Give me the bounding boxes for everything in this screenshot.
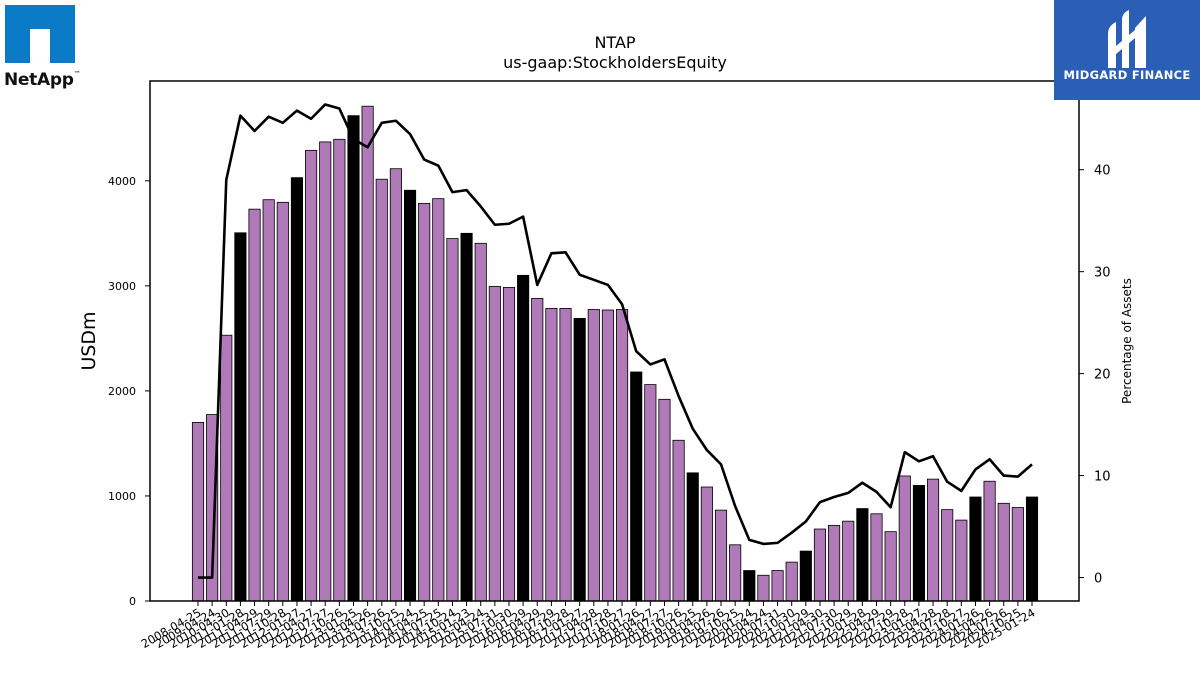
bar — [601, 309, 614, 602]
bar — [799, 550, 812, 602]
bar — [587, 309, 600, 602]
bar-series — [191, 105, 1039, 602]
bar — [884, 531, 897, 602]
bar — [418, 202, 431, 602]
bar — [488, 285, 501, 602]
bar — [446, 238, 459, 602]
chart-subtitle: us-gaap:StockholdersEquity — [503, 53, 727, 72]
bar — [432, 198, 445, 602]
bar — [502, 287, 516, 602]
y2-axis-label: Percentage of Assets — [1120, 278, 1134, 404]
bar — [672, 439, 685, 602]
y-axis-left: 0 1000 2000 3000 4000 — [108, 175, 150, 608]
bar — [842, 520, 855, 602]
bar — [856, 508, 869, 602]
bar — [983, 480, 996, 602]
netapp-logo-text: NetApp™ — [4, 70, 81, 90]
x-axis: 2008-04-252009-04-242010-04-302011-01-28… — [139, 601, 1038, 651]
y-tick-label: 1000 — [108, 490, 136, 503]
plot-frame — [149, 80, 1080, 602]
bar — [997, 502, 1010, 602]
bar — [191, 422, 205, 602]
bar — [559, 308, 572, 602]
bar — [813, 528, 827, 602]
chart-title: NTAP — [594, 33, 635, 52]
y2-tick-label: 10 — [1094, 470, 1111, 485]
bar — [828, 524, 841, 602]
y2-tick-label: 40 — [1094, 164, 1111, 179]
y-tick-label: 0 — [129, 595, 136, 608]
y-tick-label: 3000 — [108, 280, 136, 293]
y2-tick-label: 20 — [1094, 368, 1111, 383]
bar — [290, 177, 304, 602]
bar — [517, 274, 530, 602]
bar — [644, 384, 657, 602]
bar — [248, 208, 261, 602]
bar — [969, 496, 982, 602]
bar — [955, 519, 968, 602]
bar — [658, 398, 671, 602]
bar — [403, 189, 417, 602]
bar — [729, 544, 742, 602]
bar — [616, 309, 629, 602]
bar — [531, 298, 544, 602]
bar — [305, 149, 318, 602]
y2-tick-label: 30 — [1094, 266, 1111, 281]
percentage-line — [198, 103, 1033, 579]
bar — [460, 232, 473, 602]
bar — [389, 168, 402, 602]
bar — [714, 509, 728, 602]
bar — [630, 371, 643, 602]
bar — [474, 242, 487, 602]
bar — [700, 486, 713, 602]
bar — [319, 141, 332, 602]
y-tick-label: 4000 — [108, 175, 136, 188]
bar — [1025, 496, 1039, 602]
bar — [220, 334, 233, 602]
bar — [898, 475, 911, 602]
bar — [276, 201, 289, 602]
bar — [1011, 507, 1024, 602]
bar — [262, 199, 275, 602]
bar — [870, 513, 883, 602]
midgard-finance-logo: MIDGARD FINANCE — [1054, 0, 1200, 100]
bar — [743, 570, 756, 602]
bar — [771, 570, 784, 602]
bar — [757, 574, 770, 602]
bar — [785, 561, 798, 602]
bar — [912, 485, 925, 602]
midgard-m-icon — [1108, 10, 1146, 68]
bar — [234, 232, 247, 602]
bar — [941, 509, 954, 602]
bar — [545, 308, 558, 602]
bar — [333, 138, 346, 602]
bar — [686, 472, 699, 602]
midgard-finance-text: MIDGARD FINANCE — [1063, 68, 1191, 82]
bar — [927, 478, 940, 602]
bar — [375, 178, 388, 602]
bar — [361, 105, 374, 602]
y-axis-right: 0 10 20 30 40 — [1079, 164, 1111, 587]
bar — [347, 115, 360, 602]
netapp-logo: NetApp™ — [4, 4, 84, 94]
netapp-mark-icon — [5, 5, 75, 63]
y-tick-label: 2000 — [108, 385, 136, 398]
bar — [573, 318, 586, 602]
y2-tick-label: 0 — [1094, 572, 1102, 587]
y-axis-label: USDm — [78, 311, 100, 370]
